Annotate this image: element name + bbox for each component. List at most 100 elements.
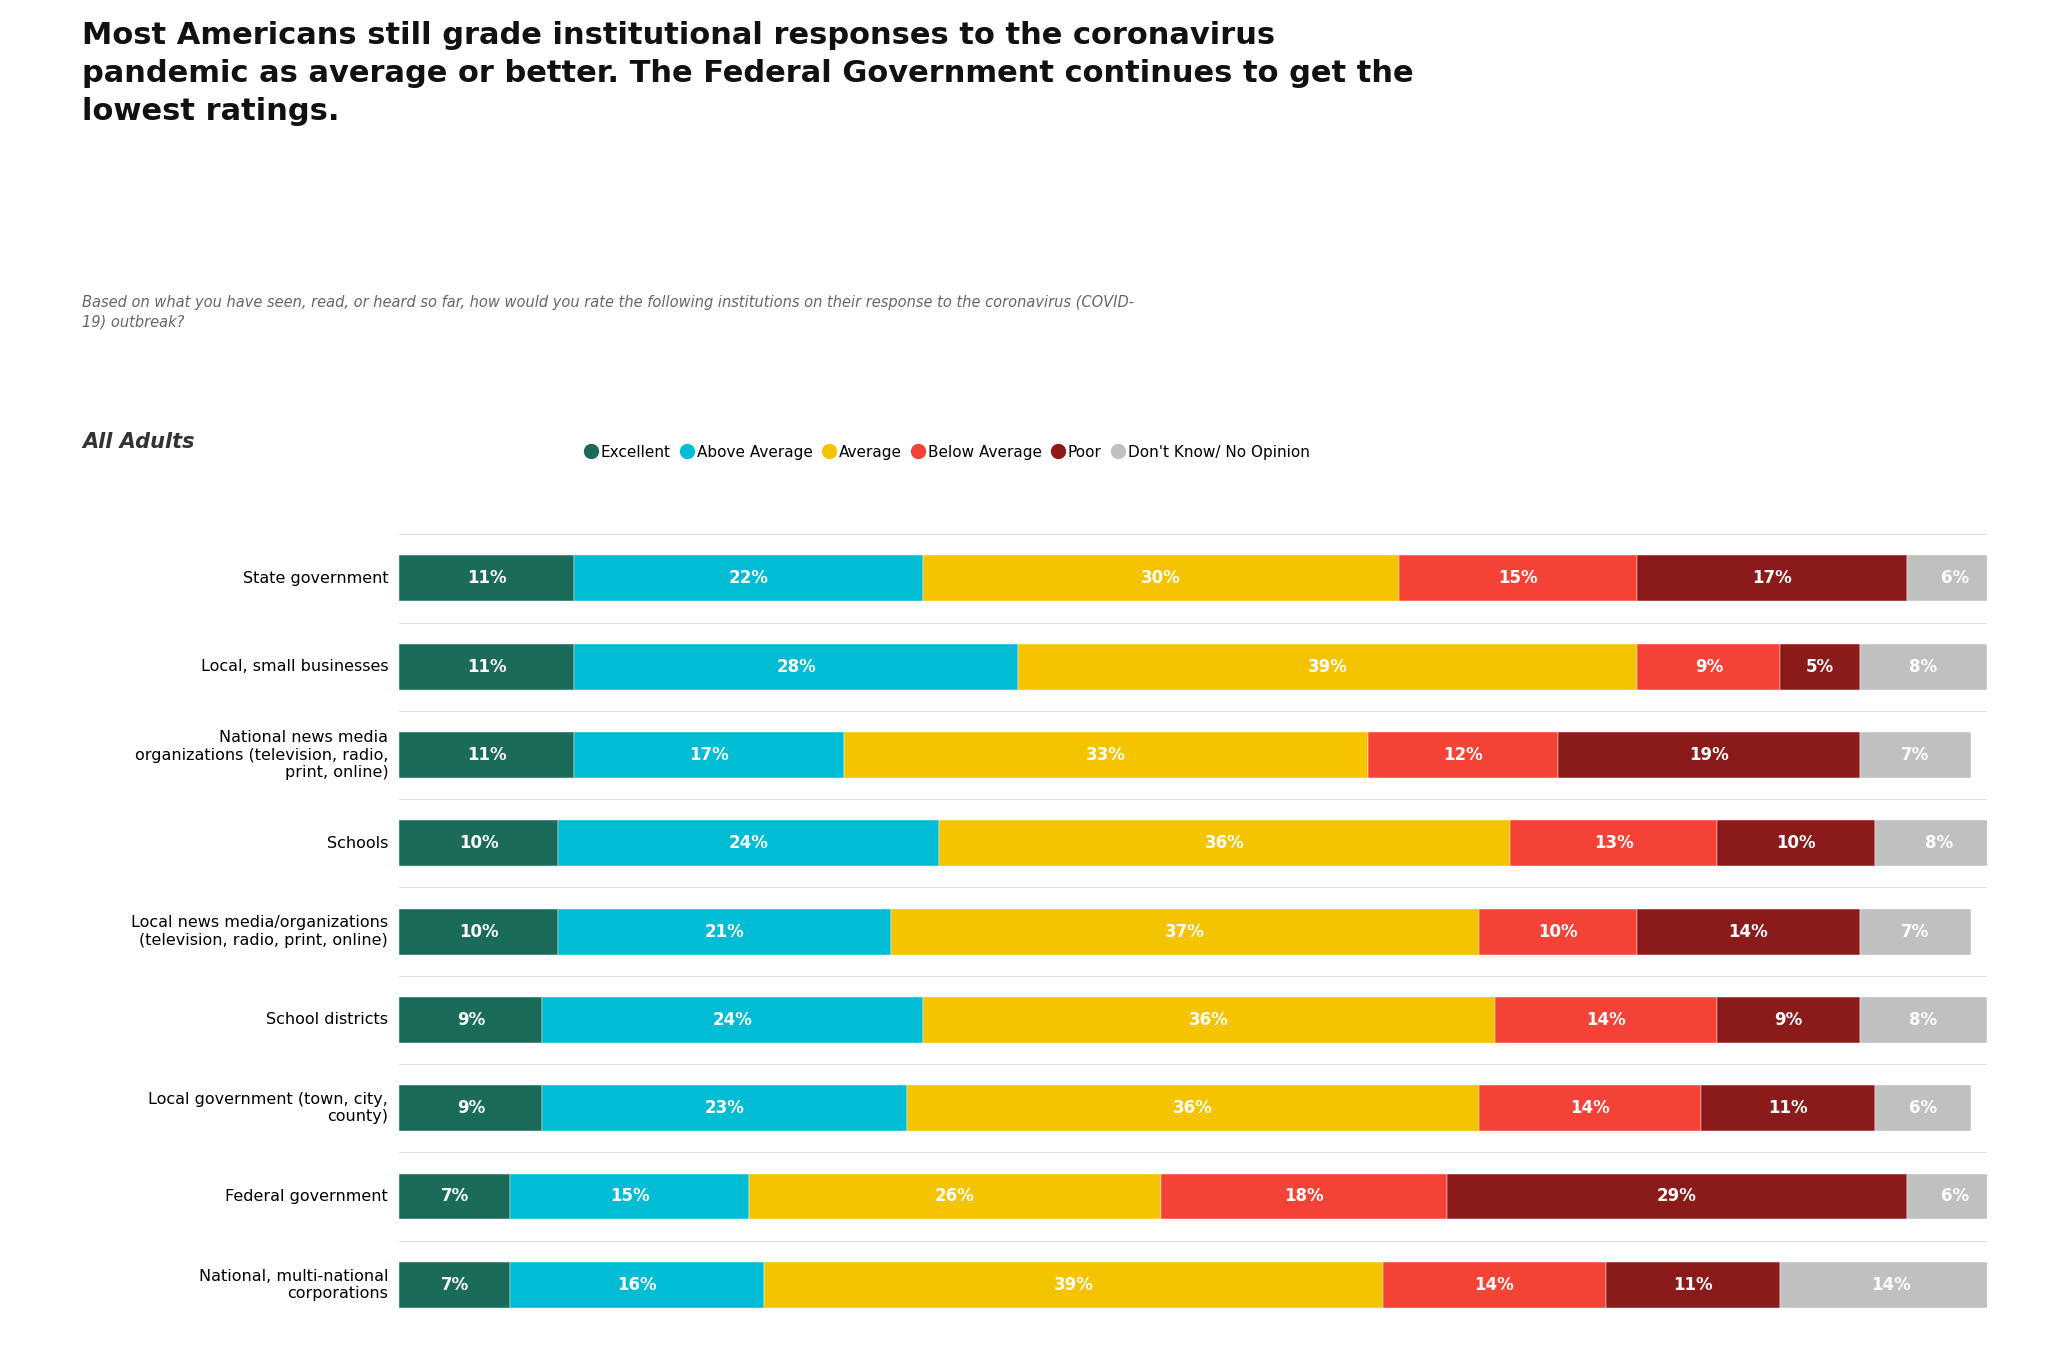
Text: 7%: 7% — [1901, 922, 1929, 941]
Bar — [891, 908, 1479, 955]
Text: 6%: 6% — [1942, 570, 1968, 588]
Bar — [1479, 1085, 1700, 1132]
Text: 19%: 19% — [1690, 747, 1729, 764]
Bar — [399, 997, 543, 1043]
Bar — [543, 1085, 907, 1132]
Text: 21%: 21% — [705, 922, 745, 941]
Bar — [1860, 997, 1987, 1043]
Bar — [1700, 1085, 1876, 1132]
Text: 14%: 14% — [1571, 1099, 1610, 1117]
Text: 14%: 14% — [1585, 1011, 1626, 1029]
Text: 9%: 9% — [1774, 1011, 1802, 1029]
Text: 17%: 17% — [688, 747, 729, 764]
Legend: Excellent, Above Average, Average, Below Average, Poor, Don't Know/ No Opinion: Excellent, Above Average, Average, Below… — [582, 438, 1315, 466]
Bar — [399, 908, 557, 955]
Bar — [510, 1262, 764, 1308]
Text: 36%: 36% — [1204, 834, 1245, 852]
Bar — [1606, 1262, 1780, 1308]
Bar — [1384, 1262, 1606, 1308]
Bar — [1161, 1174, 1446, 1219]
Text: 8%: 8% — [1925, 834, 1954, 852]
Text: 28%: 28% — [776, 658, 815, 675]
Text: 17%: 17% — [1753, 570, 1792, 588]
Text: Most Americans still grade institutional responses to the coronavirus
pandemic a: Most Americans still grade institutional… — [82, 21, 1413, 126]
Bar — [543, 997, 924, 1043]
Bar — [1860, 732, 1970, 778]
Text: 5%: 5% — [1806, 658, 1833, 675]
Bar — [399, 732, 573, 778]
Text: 7%: 7% — [440, 1188, 469, 1206]
Bar — [1907, 1174, 2003, 1219]
Bar — [399, 1262, 510, 1308]
Bar — [750, 1174, 1161, 1219]
Text: 36%: 36% — [1174, 1099, 1212, 1117]
Text: 23%: 23% — [705, 1099, 745, 1117]
Bar — [399, 555, 573, 601]
Bar — [399, 644, 573, 689]
Text: 14%: 14% — [1872, 1275, 1911, 1293]
Text: 11%: 11% — [1767, 1099, 1808, 1117]
Bar — [1876, 821, 2003, 866]
Bar — [1368, 732, 1559, 778]
Text: 39%: 39% — [1055, 1275, 1094, 1293]
Text: 29%: 29% — [1657, 1188, 1698, 1206]
Text: 11%: 11% — [467, 658, 506, 675]
Bar — [399, 1174, 510, 1219]
Bar — [764, 1262, 1384, 1308]
Bar — [1636, 644, 1780, 689]
Bar — [1018, 644, 1636, 689]
Bar — [1860, 644, 1987, 689]
Text: 37%: 37% — [1165, 922, 1204, 941]
Text: 10%: 10% — [459, 834, 498, 852]
Bar — [399, 1085, 543, 1132]
Bar — [573, 732, 844, 778]
Bar — [573, 555, 924, 601]
Bar — [907, 1085, 1479, 1132]
Text: 24%: 24% — [713, 1011, 752, 1029]
Text: 13%: 13% — [1593, 834, 1634, 852]
Text: 10%: 10% — [1538, 922, 1577, 941]
Bar — [1636, 555, 1907, 601]
Bar — [1446, 1174, 1907, 1219]
Bar — [1559, 732, 1860, 778]
Bar — [938, 821, 1509, 866]
Bar — [1399, 555, 1636, 601]
Bar — [557, 821, 938, 866]
Bar — [924, 997, 1495, 1043]
Text: 11%: 11% — [467, 747, 506, 764]
Bar — [1511, 821, 1716, 866]
Text: 16%: 16% — [618, 1275, 657, 1293]
Text: 26%: 26% — [936, 1188, 975, 1206]
Text: Based on what you have seen, read, or heard so far, how would you rate the follo: Based on what you have seen, read, or he… — [82, 295, 1135, 329]
Text: 39%: 39% — [1309, 658, 1348, 675]
Bar — [844, 732, 1368, 778]
Text: 9%: 9% — [457, 1099, 485, 1117]
Text: 6%: 6% — [1909, 1099, 1937, 1117]
Text: 10%: 10% — [459, 922, 498, 941]
Text: 6%: 6% — [1942, 1188, 1968, 1206]
Text: All Adults: All Adults — [82, 432, 195, 452]
Text: 7%: 7% — [1901, 747, 1929, 764]
Bar — [1780, 644, 1860, 689]
Bar — [1636, 908, 1860, 955]
Text: 15%: 15% — [1499, 570, 1538, 588]
Text: 12%: 12% — [1444, 747, 1483, 764]
Text: 30%: 30% — [1141, 570, 1182, 588]
Text: 18%: 18% — [1284, 1188, 1323, 1206]
Bar — [1907, 555, 2003, 601]
Bar — [1780, 1262, 2003, 1308]
Bar — [1716, 997, 1860, 1043]
Text: 22%: 22% — [729, 570, 768, 588]
Text: 9%: 9% — [1694, 658, 1722, 675]
Bar — [557, 908, 891, 955]
Text: 24%: 24% — [729, 834, 768, 852]
Text: 15%: 15% — [610, 1188, 649, 1206]
Text: 36%: 36% — [1190, 1011, 1229, 1029]
Text: 7%: 7% — [440, 1275, 469, 1293]
Bar — [1479, 908, 1638, 955]
Text: 14%: 14% — [1475, 1275, 1513, 1293]
Text: 10%: 10% — [1776, 834, 1817, 852]
Text: 33%: 33% — [1085, 747, 1126, 764]
Bar — [399, 821, 557, 866]
Text: 11%: 11% — [467, 570, 506, 588]
